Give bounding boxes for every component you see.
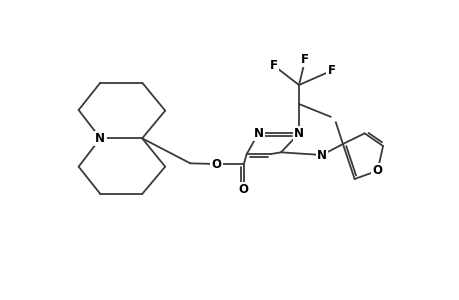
Text: F: F xyxy=(269,59,277,72)
Text: O: O xyxy=(211,158,221,170)
Text: N: N xyxy=(95,132,105,145)
Text: N: N xyxy=(293,127,303,140)
Text: F: F xyxy=(301,53,308,66)
Text: N: N xyxy=(253,127,263,140)
Text: O: O xyxy=(238,183,248,196)
Text: N: N xyxy=(316,148,326,161)
Text: O: O xyxy=(372,164,382,177)
Text: F: F xyxy=(327,64,335,77)
